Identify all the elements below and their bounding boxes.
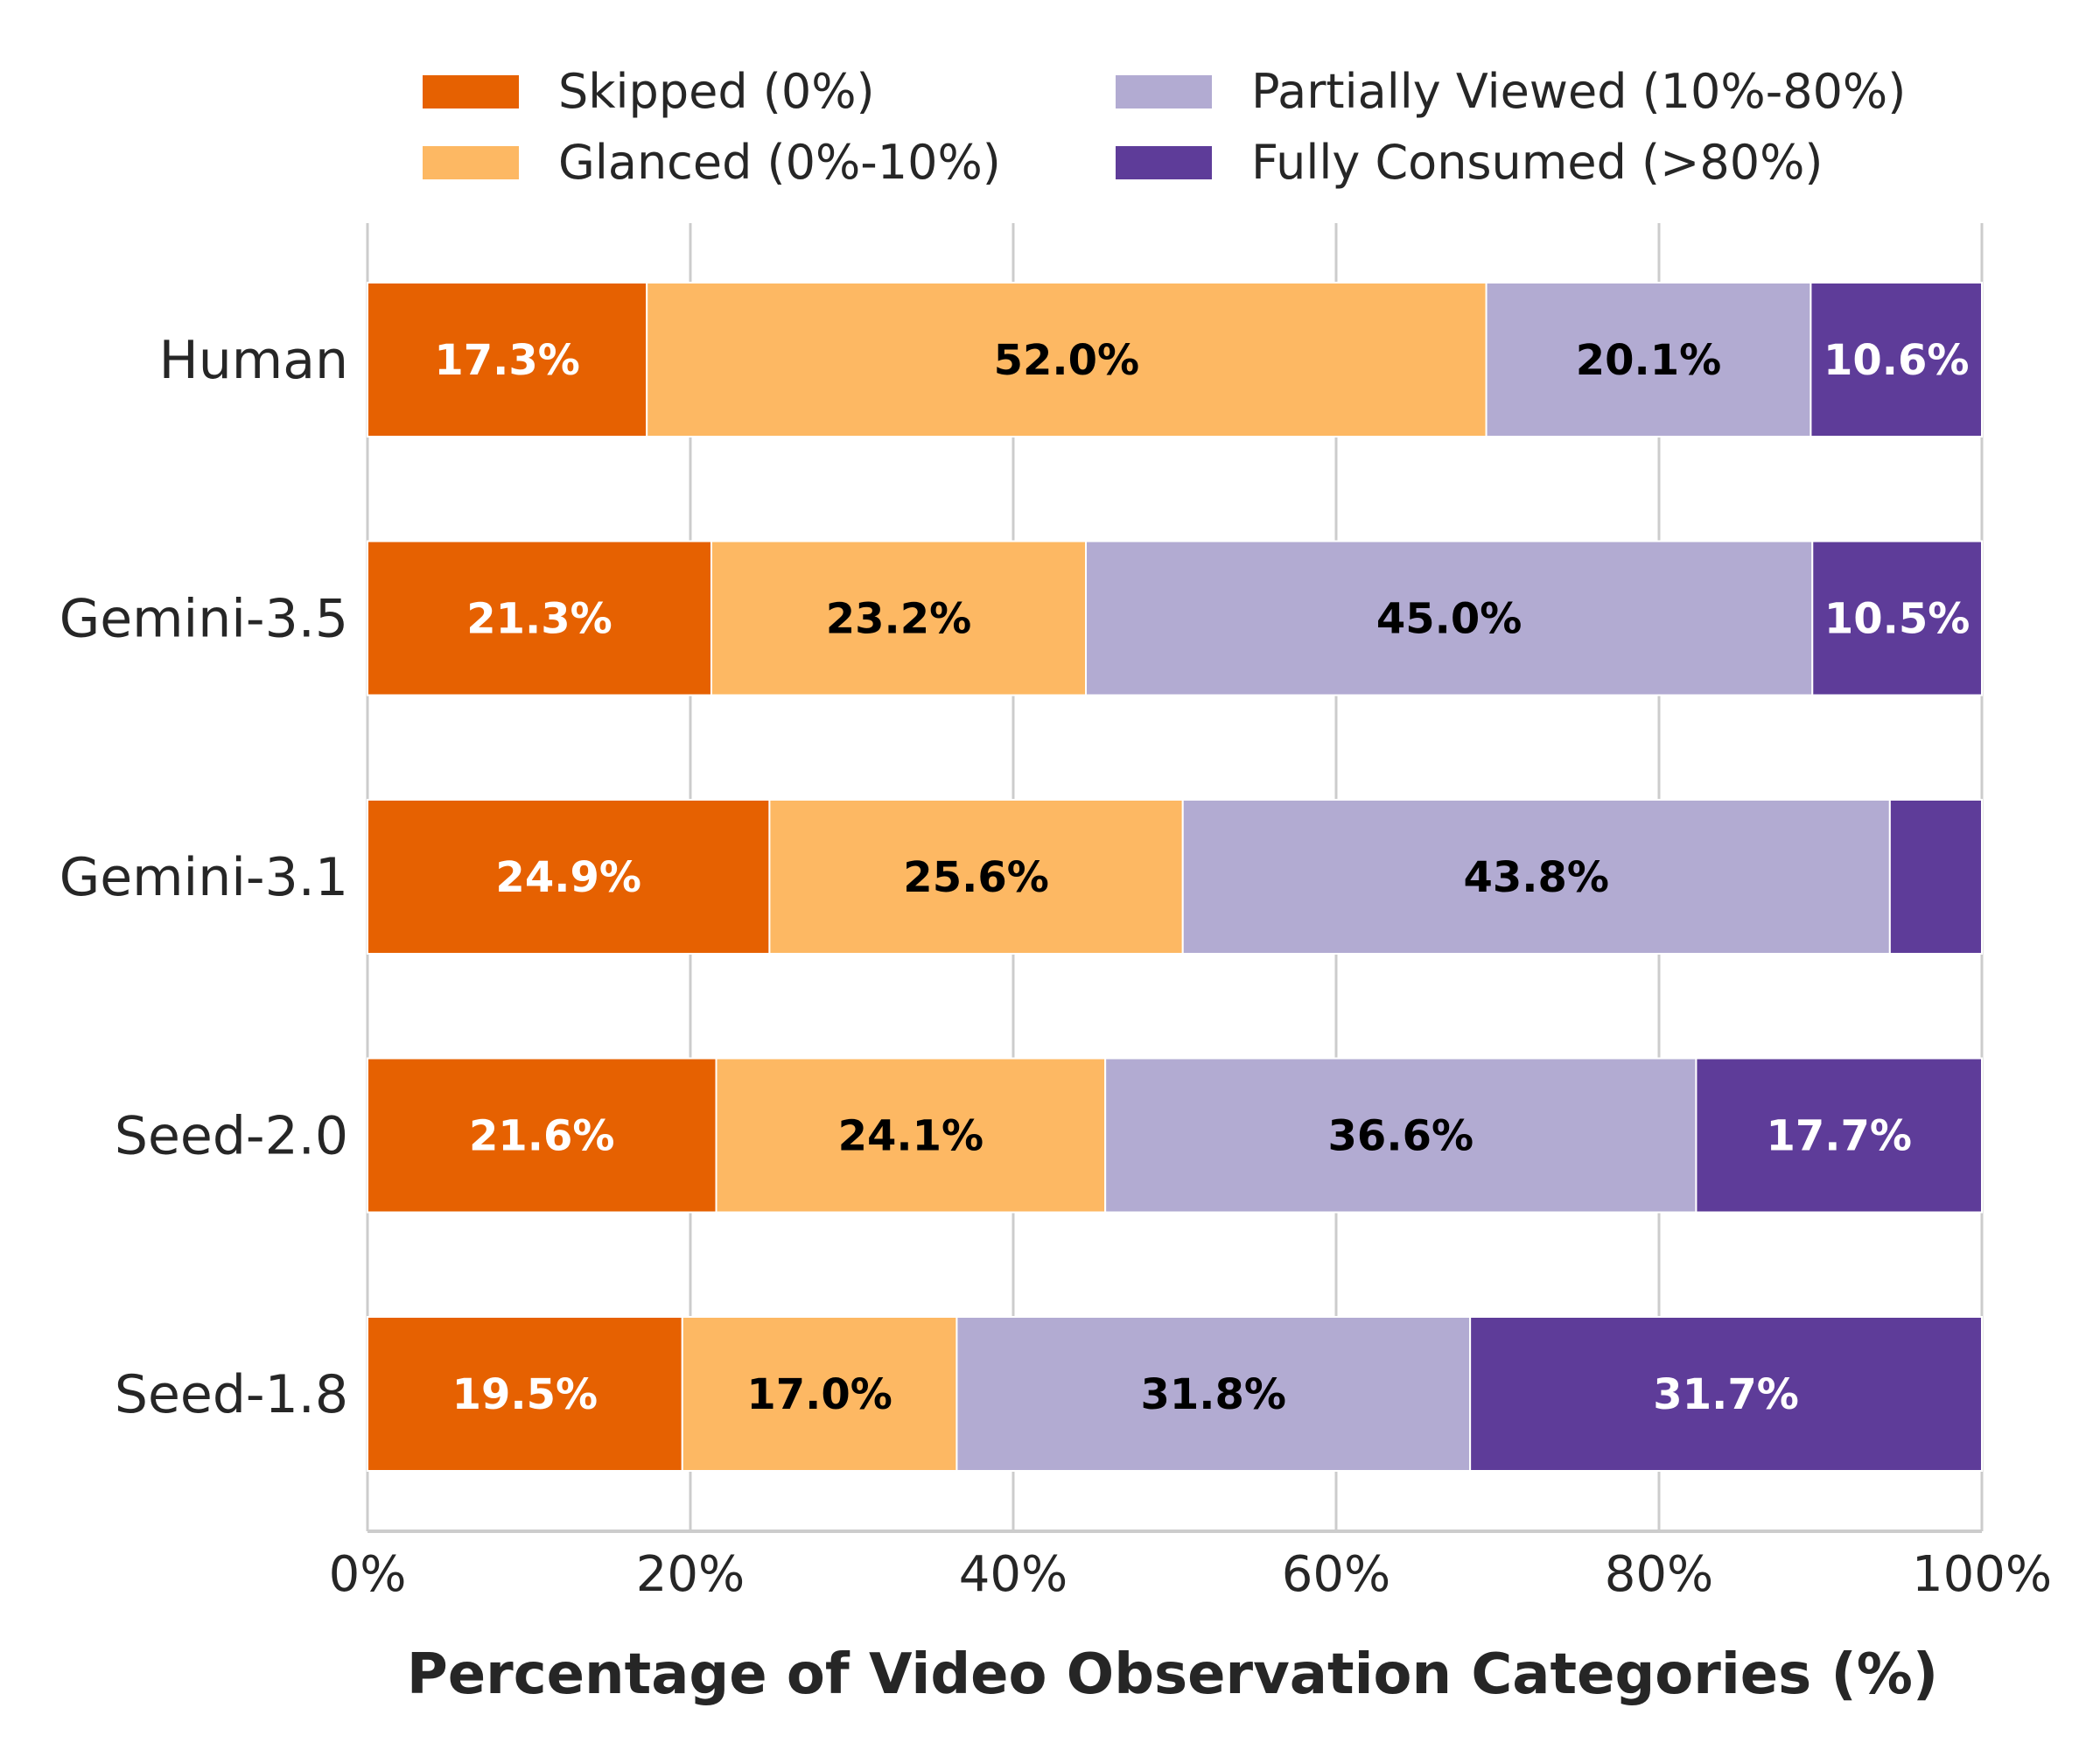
bar-value-label: 17.7%	[1766, 1112, 1912, 1161]
x-tick-label: 0%	[329, 1546, 407, 1603]
axes: 0% 20% 40% 60% 80% 100% Human Gemini-3.5 Gemini-…	[60, 330, 2052, 1603]
bar-value-label: 10.5%	[1824, 595, 1970, 644]
category-label: Gemini-3.1	[60, 847, 348, 908]
bar-value-label: 52.0%	[994, 336, 1140, 385]
bar-value-label: 10.6%	[1824, 336, 1970, 385]
legend-label: Glanced (0%-10%)	[558, 135, 1001, 190]
bar-value-label: 20.1%	[1576, 336, 1722, 385]
bar-value-label: 17.0%	[746, 1370, 892, 1419]
bar-segment	[681, 1316, 958, 1472]
bar-segment	[710, 540, 1088, 696]
bar-segment	[367, 282, 648, 438]
x-tick-label: 20%	[636, 1546, 745, 1603]
legend-swatch	[1116, 146, 1212, 179]
bars: 17.3% 52.0% 20.1% 10.6% 21.3% 23.2% 45.0% 10.5%…	[367, 282, 1984, 1472]
bar-value-label: 36.6%	[1328, 1112, 1474, 1161]
bar-segment	[1695, 1057, 1984, 1214]
bar-segment	[1104, 1057, 1698, 1214]
category-label: Seed-2.0	[115, 1106, 348, 1167]
category-label: Gemini-3.5	[60, 589, 348, 650]
legend-swatch	[423, 146, 519, 179]
bar-segment	[367, 1057, 718, 1214]
bar-value-label: 45.0%	[1376, 595, 1522, 644]
bar-segment	[768, 799, 1184, 955]
bar-value-label: 43.8%	[1464, 853, 1610, 902]
bar-segment	[1811, 540, 1983, 696]
x-axis-title: Percentage of Video Observation Categori…	[407, 1642, 1938, 1707]
bar-value-label: 23.2%	[826, 595, 972, 644]
bar-segment	[1181, 799, 1891, 955]
bar-segment	[1469, 1316, 1983, 1472]
bar-segment	[1485, 282, 1812, 438]
legend-swatch	[1116, 75, 1212, 108]
bar-segment	[367, 799, 771, 955]
bar-segment	[1888, 799, 1983, 955]
bar-value-label: 21.6%	[469, 1112, 615, 1161]
bar-value-label: 19.5%	[452, 1370, 598, 1419]
bar-segment	[715, 1057, 1107, 1214]
bar-segment	[1810, 282, 1983, 438]
bar-value-label: 21.3%	[466, 595, 612, 644]
x-tick-label: 60%	[1282, 1546, 1390, 1603]
category-label: Human	[159, 330, 348, 391]
bar-value-label: 24.1%	[838, 1112, 984, 1161]
legend-label: Skipped (0%)	[558, 64, 875, 119]
x-tick-label: 80%	[1605, 1546, 1713, 1603]
bar-value-label: 31.8%	[1141, 1370, 1287, 1419]
x-tick-label: 40%	[959, 1546, 1068, 1603]
bar-value-label: 25.6%	[903, 853, 1049, 902]
legend-swatch	[423, 75, 519, 108]
legend-label: Fully Consumed (>80%)	[1251, 135, 1823, 190]
bar-segment	[367, 540, 712, 696]
bar-segment	[1085, 540, 1814, 696]
legend-label: Partially Viewed (10%-80%)	[1251, 64, 1906, 119]
bar-value-label: 31.7%	[1653, 1370, 1799, 1419]
bar-value-label: 24.9%	[495, 853, 641, 902]
legend: Skipped (0%) Glanced (0%-10%) Partially Vi…	[423, 64, 1906, 190]
category-label: Seed-1.8	[115, 1364, 348, 1425]
bar-segment	[956, 1316, 1472, 1472]
bar-value-label: 17.3%	[434, 336, 580, 385]
x-tick-label: 100%	[1912, 1546, 2052, 1603]
